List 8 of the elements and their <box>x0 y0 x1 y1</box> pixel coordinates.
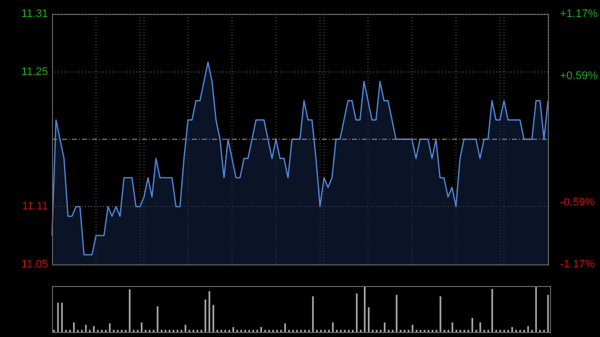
y2-tick-label: -0.59% <box>560 196 596 208</box>
y2-tick-label: -1.17% <box>560 258 596 270</box>
y-tick-label: 11.31 <box>21 8 48 20</box>
y2-tick-label: +1.17% <box>560 8 598 20</box>
y-tick-label: 11.05 <box>21 258 48 270</box>
y-tick-label: 11.25 <box>21 66 48 78</box>
y2-tick-label: +0.59% <box>560 70 598 82</box>
y-tick-label: 11.11 <box>22 200 48 213</box>
